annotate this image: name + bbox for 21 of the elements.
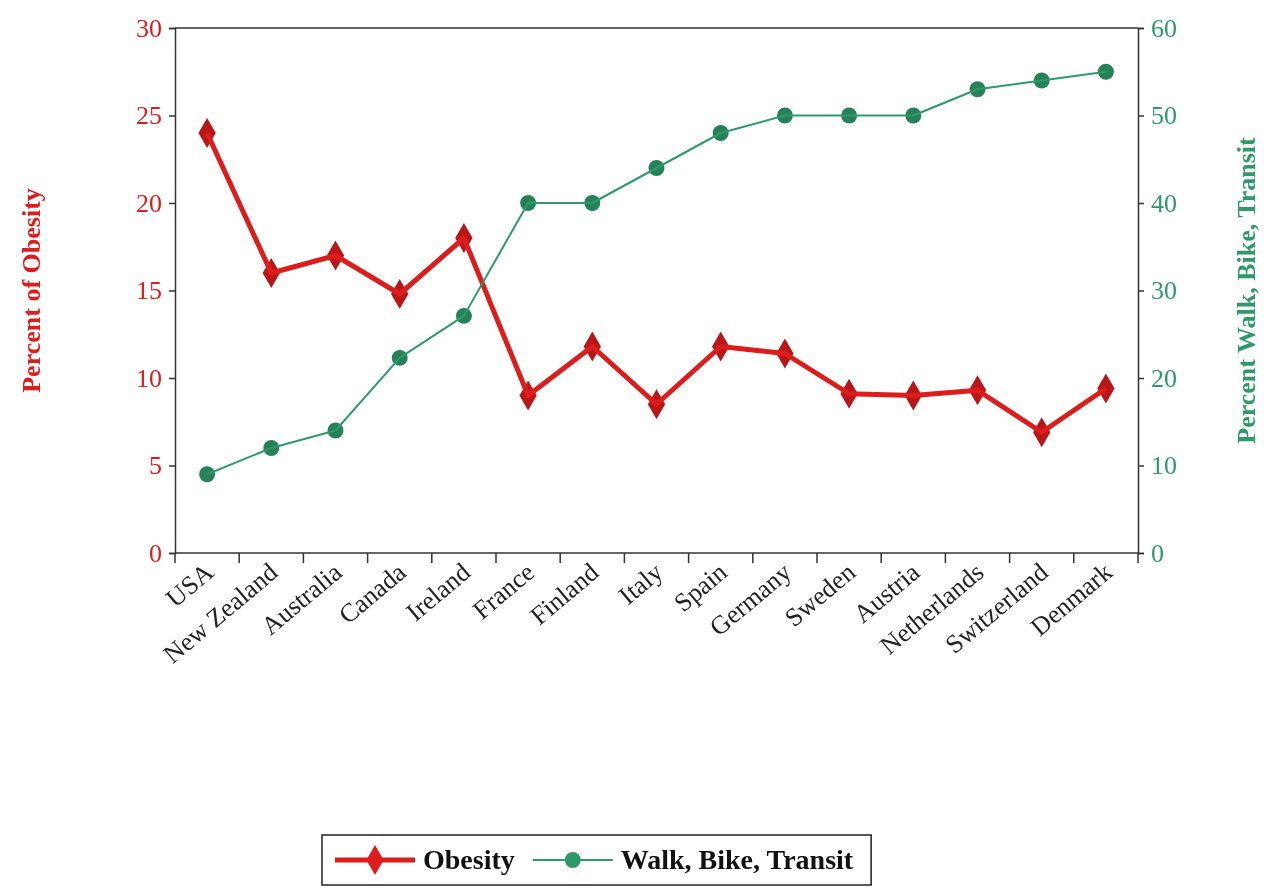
y2-tick-label: 50 — [1151, 101, 1177, 131]
y-axis-title: Percent of Obesity — [17, 188, 46, 393]
point — [199, 466, 216, 483]
point — [1097, 63, 1114, 80]
legend-label: Walk, Bike, Transit — [620, 844, 854, 875]
y2-tick-label: 60 — [1151, 13, 1177, 43]
y2-tick-label: 40 — [1151, 188, 1177, 218]
y-tick-label: 15 — [136, 276, 162, 306]
y-tick-label: 10 — [136, 363, 162, 393]
y-tick-label: 5 — [149, 451, 162, 481]
y-tick-label: 30 — [136, 13, 162, 43]
y-tick-label: 0 — [149, 538, 162, 568]
y2-tick-label: 10 — [1151, 451, 1177, 481]
y2-tick-label: 30 — [1151, 276, 1177, 306]
y2-axis-title: Percent Walk, Bike, Transit — [1232, 136, 1261, 444]
y2-tick-label: 0 — [1151, 538, 1164, 568]
y-tick-label: 25 — [136, 101, 162, 131]
legend-label: Obesity — [423, 844, 515, 875]
x-tick-label: Italy — [613, 557, 669, 611]
y2-tick-label: 20 — [1151, 363, 1177, 393]
y-tick-label: 20 — [136, 188, 162, 218]
